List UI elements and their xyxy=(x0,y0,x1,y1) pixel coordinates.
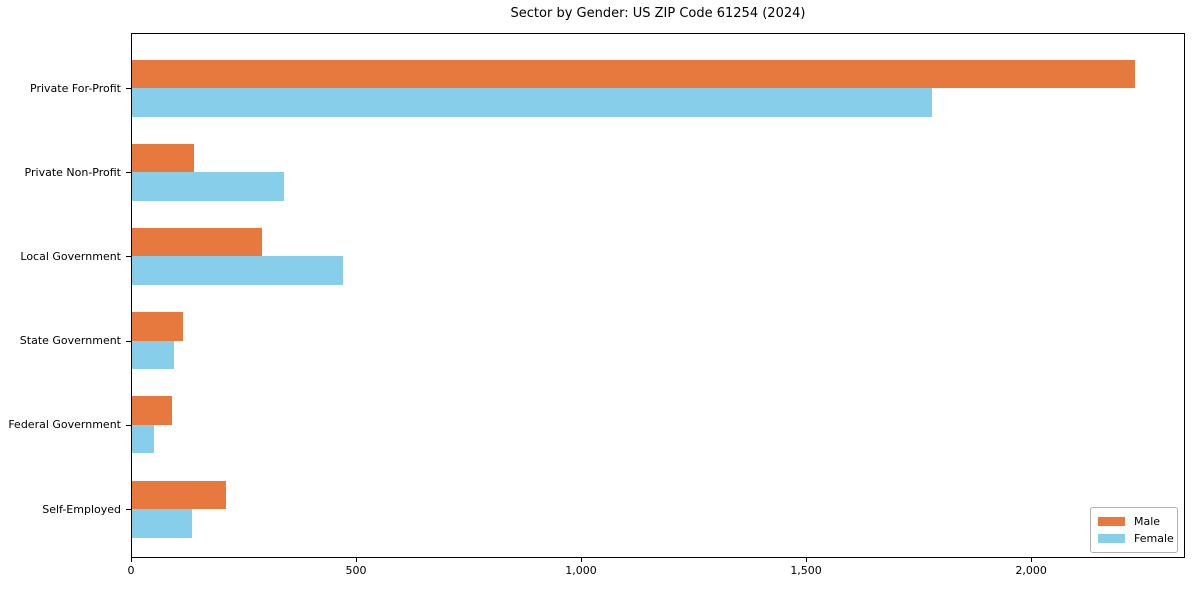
bar-female-private-for-profit xyxy=(132,88,933,117)
x-tick-mark xyxy=(806,558,808,562)
bar-male-private-for-profit xyxy=(132,59,1135,88)
bar-male-private-non-profit xyxy=(132,143,194,173)
y-tick-label: Local Government xyxy=(20,249,121,263)
y-tick-mark xyxy=(126,425,131,426)
bar-female-private-non-profit xyxy=(132,172,284,201)
y-tick-mark xyxy=(126,256,131,257)
legend-entry-male: Male xyxy=(1098,515,1170,528)
x-tick-mark xyxy=(581,558,583,562)
y-tick-label: Private Non-Profit xyxy=(24,165,121,179)
bar-female-federal-government xyxy=(132,424,154,454)
bar-male-self-employed xyxy=(132,480,226,509)
x-tick-mark xyxy=(131,558,132,562)
x-tick-label: 500 xyxy=(345,564,367,577)
y-tick-mark xyxy=(126,172,131,173)
legend: Male Female xyxy=(1090,507,1178,553)
y-tick-label: Self-Employed xyxy=(42,502,121,516)
legend-swatch-male xyxy=(1098,517,1125,526)
y-tick-label: Federal Government xyxy=(8,418,121,432)
bar-female-state-government xyxy=(132,340,174,370)
legend-label-male: Male xyxy=(1134,515,1161,528)
y-tick-mark xyxy=(126,341,131,342)
x-tick-mark xyxy=(1031,558,1033,562)
x-tick-label: 0 xyxy=(127,564,135,577)
bar-male-state-government xyxy=(132,312,183,341)
bar-male-federal-government xyxy=(132,396,172,425)
bar-female-local-government xyxy=(132,256,343,285)
y-tick-mark xyxy=(126,509,131,510)
y-tick-label: Private For-Profit xyxy=(30,81,121,95)
y-tick-mark xyxy=(126,88,131,89)
legend-swatch-female xyxy=(1098,534,1125,543)
x-tick-label: 1,000 xyxy=(565,564,597,577)
legend-entry-female: Female xyxy=(1098,532,1174,545)
bar-male-local-government xyxy=(132,227,262,257)
chart-title: Sector by Gender: US ZIP Code 61254 (202… xyxy=(510,6,806,21)
bar-female-self-employed xyxy=(132,509,192,538)
legend-label-female: Female xyxy=(1134,532,1174,545)
x-tick-label: 2,000 xyxy=(1015,564,1047,577)
plot-area xyxy=(131,33,1185,558)
x-tick-mark xyxy=(356,558,358,562)
y-tick-label: State Government xyxy=(19,334,121,348)
x-tick-label: 1,500 xyxy=(790,564,822,577)
